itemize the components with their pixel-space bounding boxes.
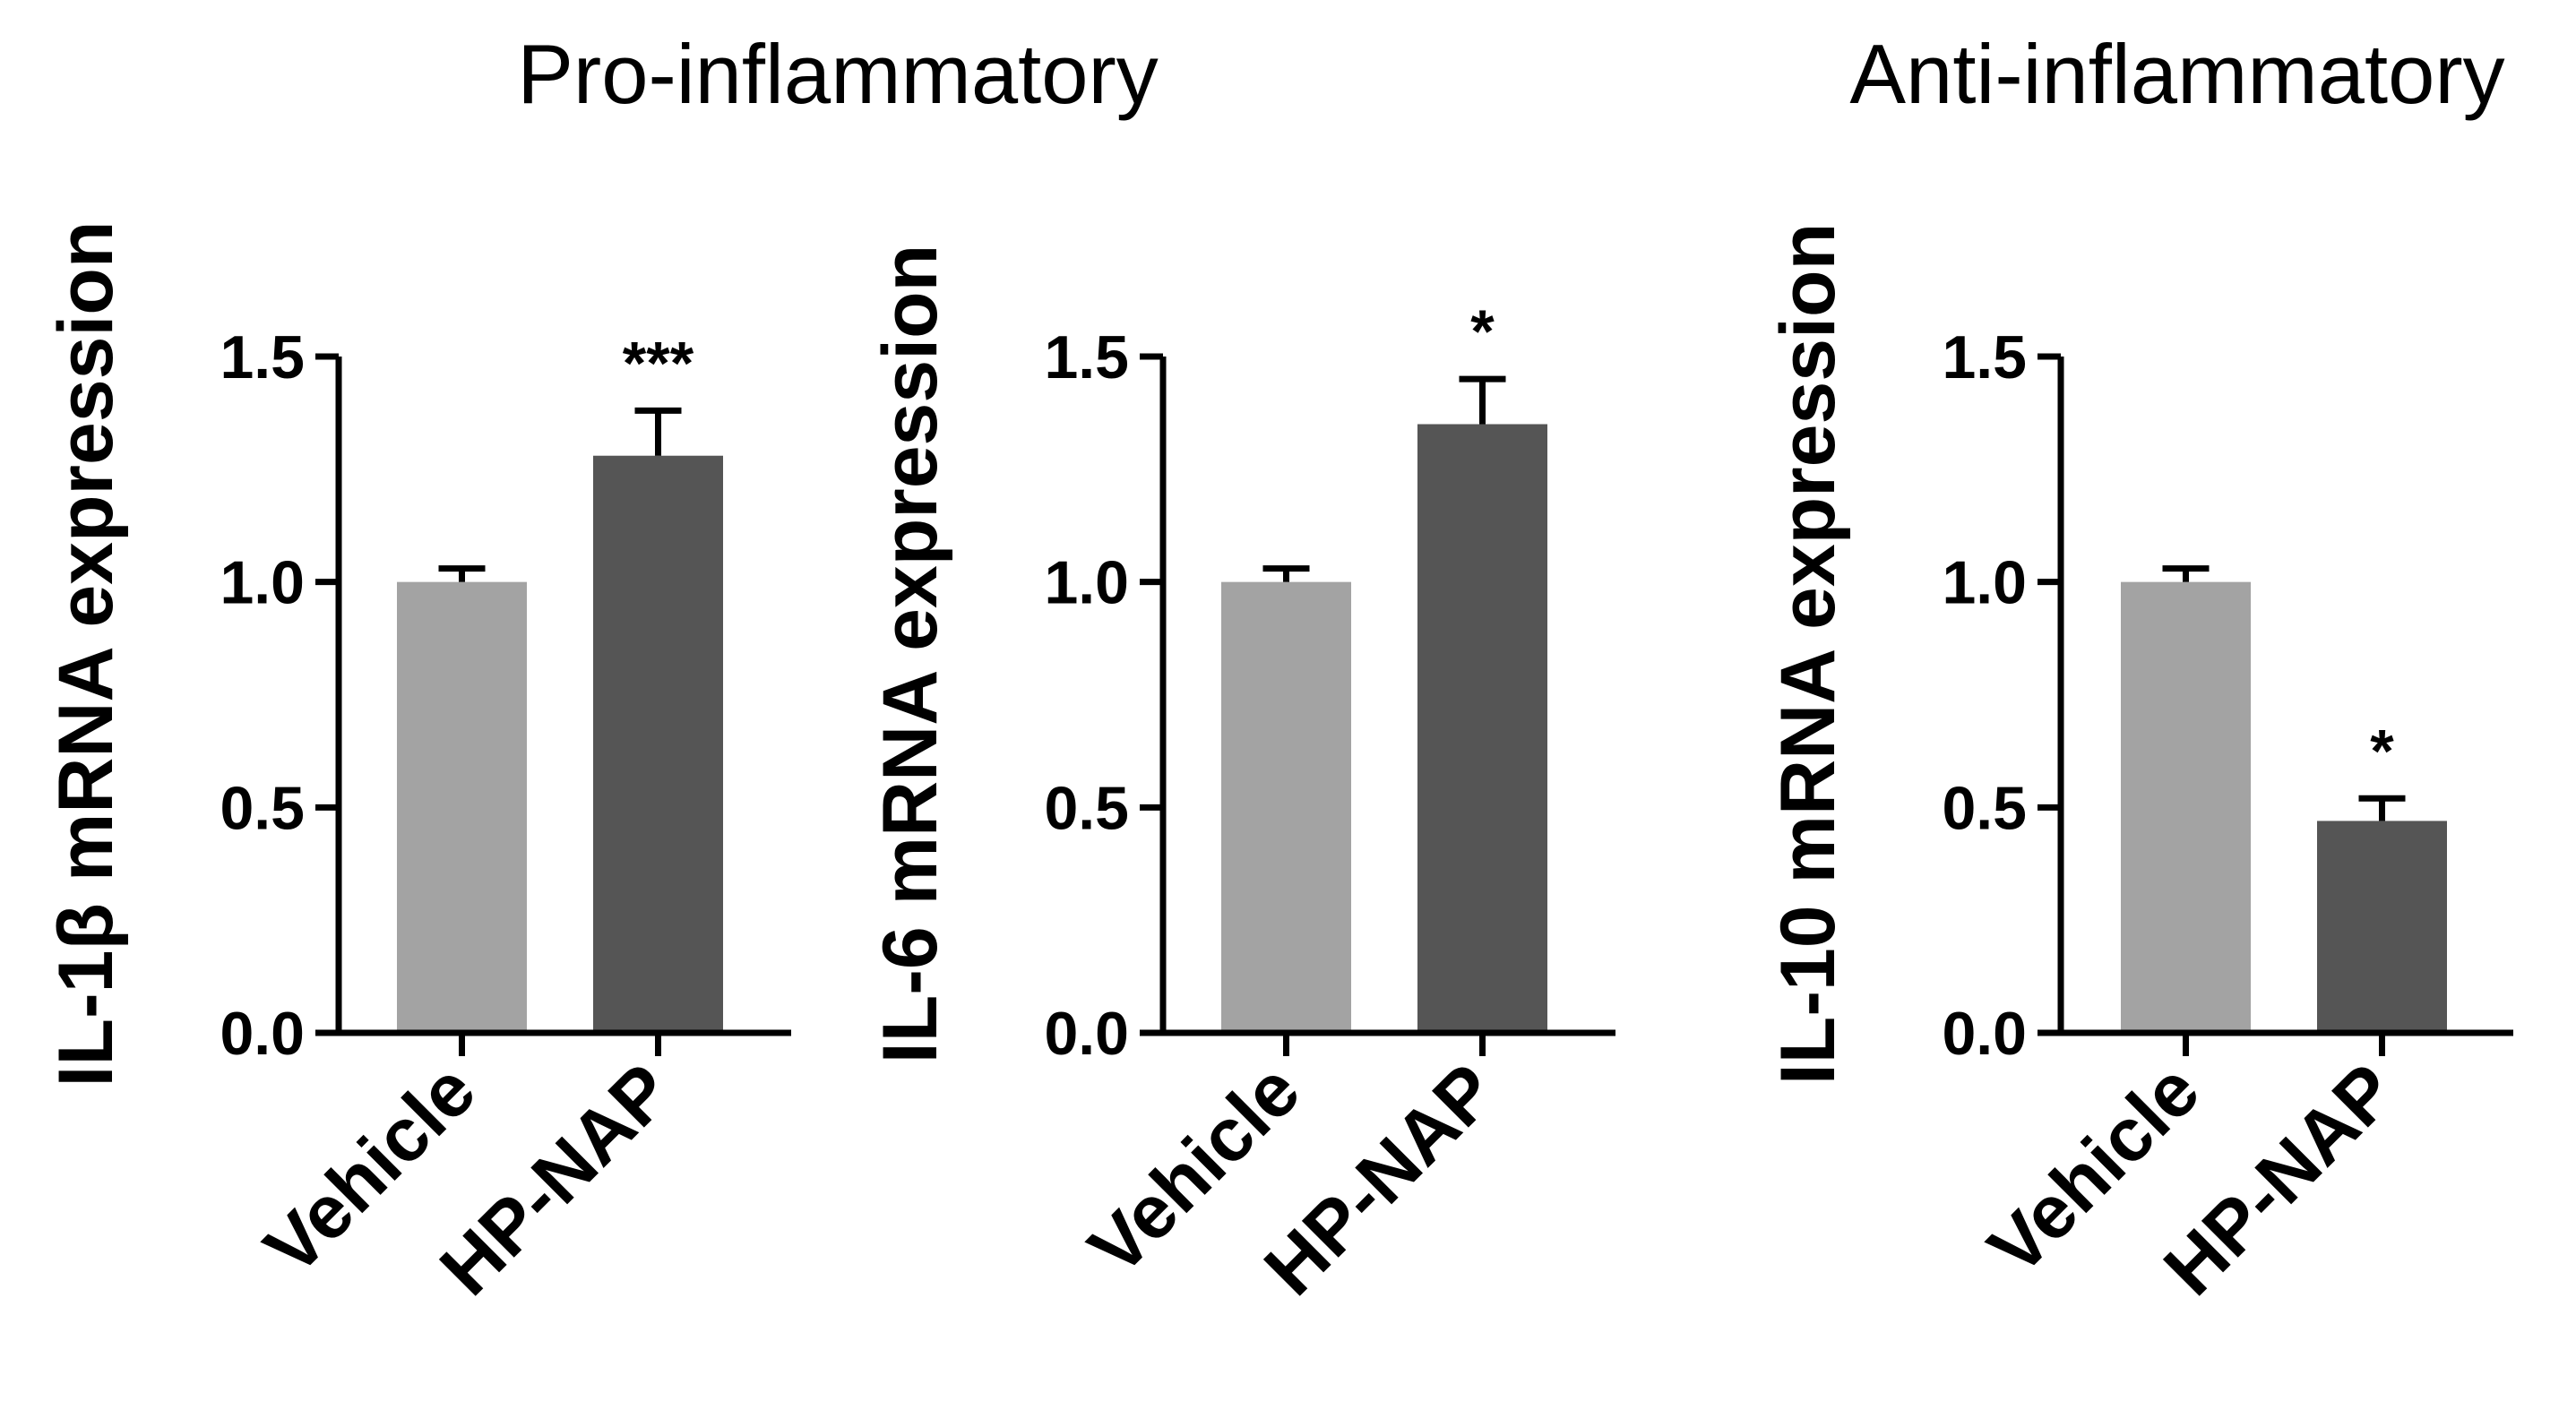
bar-vehicle bbox=[1221, 581, 1351, 1033]
y-tick-label: 0.0 bbox=[220, 1000, 305, 1068]
bar-vehicle bbox=[397, 581, 527, 1033]
y-tick-label: 1.0 bbox=[1942, 549, 2027, 617]
group-title-pro-inflammatory: Pro-inflammatory bbox=[517, 27, 1159, 121]
y-tick-label: 1.5 bbox=[1942, 323, 2027, 391]
y-axis-label: IL-1β mRNA expression bbox=[43, 221, 129, 1087]
y-tick-label: 0.5 bbox=[220, 774, 305, 842]
significance-mark: *** bbox=[623, 329, 694, 397]
y-tick-label: 1.0 bbox=[220, 549, 305, 617]
y-tick-label: 0.5 bbox=[1942, 774, 2027, 842]
significance-mark: * bbox=[1470, 297, 1495, 365]
y-tick-label: 0.5 bbox=[1044, 774, 1129, 842]
bar-hp-nap bbox=[1417, 424, 1547, 1033]
y-axis-label: IL-10 mRNA expression bbox=[1765, 223, 1851, 1085]
bar-hp-nap bbox=[593, 455, 723, 1033]
bar-hp-nap bbox=[2317, 821, 2447, 1033]
y-tick-label: 1.0 bbox=[1044, 549, 1129, 617]
y-tick-label: 1.5 bbox=[1044, 323, 1129, 391]
y-axis-label: IL-6 mRNA expression bbox=[867, 245, 953, 1063]
bar-vehicle bbox=[2121, 581, 2251, 1033]
group-title-anti-inflammatory: Anti-inflammatory bbox=[1849, 27, 2504, 121]
y-tick-label: 0.0 bbox=[1942, 1000, 2027, 1068]
y-tick-label: 1.5 bbox=[220, 323, 305, 391]
significance-mark: * bbox=[2370, 717, 2394, 785]
y-tick-label: 0.0 bbox=[1044, 1000, 1129, 1068]
